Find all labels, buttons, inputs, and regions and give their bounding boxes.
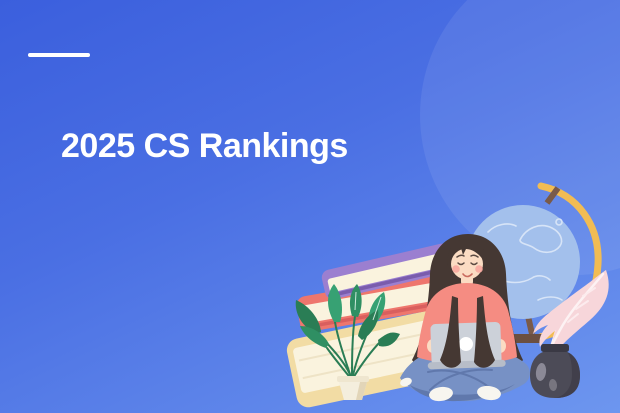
accent-dash xyxy=(28,53,90,57)
plant-illustration xyxy=(295,284,400,400)
girl-illustration xyxy=(400,234,530,402)
quill-ink-illustration xyxy=(530,270,609,398)
page-title: 2025 CS Rankings xyxy=(61,126,348,165)
